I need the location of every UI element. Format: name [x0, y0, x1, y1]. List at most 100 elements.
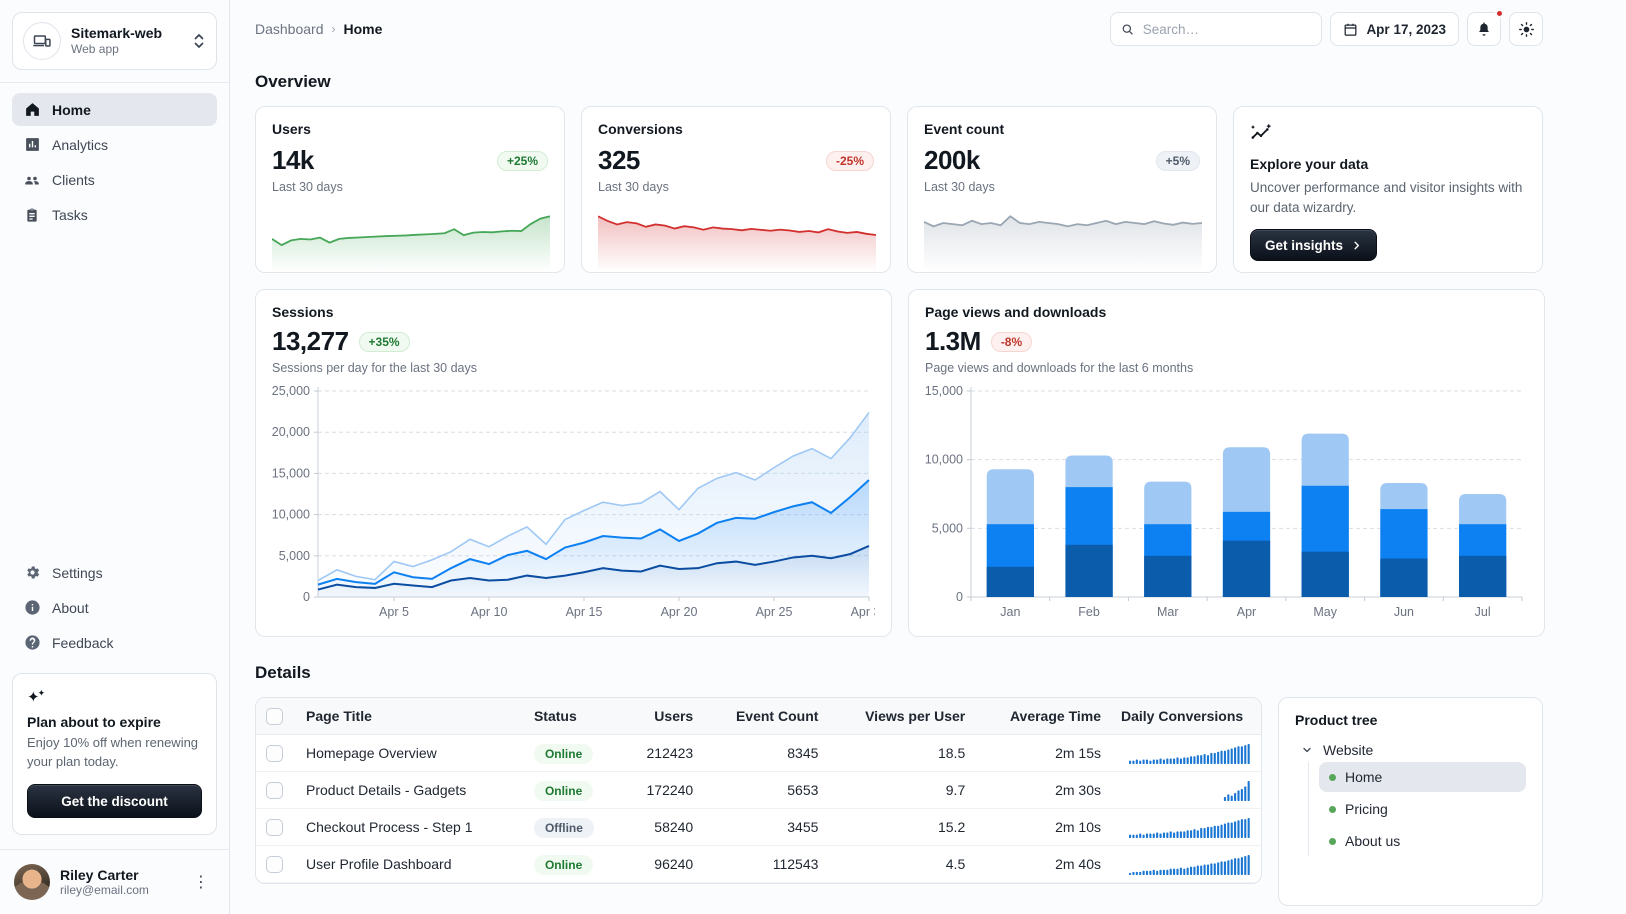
tree-item-label: About us [1345, 833, 1401, 849]
user-menu-button[interactable]: ⋮ [193, 874, 209, 891]
details-heading: Details [255, 663, 311, 682]
status-dot-icon [1329, 837, 1336, 845]
column-header[interactable]: Daily Conversions [1111, 698, 1261, 735]
clipboard-icon [22, 207, 42, 223]
status-dot-icon [1329, 773, 1336, 781]
workspace-name: Sitemark-web [71, 24, 163, 41]
cell-event-count: 5653 [703, 771, 829, 809]
svg-text:Apr 15: Apr 15 [566, 605, 603, 619]
tree-item-pricing[interactable]: Pricing [1319, 794, 1526, 824]
stat-title: Conversions [598, 121, 683, 137]
column-header[interactable]: Status [523, 698, 622, 735]
stat-card-conversions[interactable]: Conversions 325 -25% Last 30 days [581, 106, 891, 273]
stat-card-users[interactable]: Users 14k +25% Last 30 days [255, 106, 565, 273]
cell-average-time: 2m 30s [975, 771, 1111, 809]
stat-subtitle: Last 30 days [598, 180, 669, 194]
tree-node-website[interactable]: Website [1301, 742, 1526, 758]
product-tree-card: Product tree Website Home Pricing [1278, 697, 1543, 906]
table-row[interactable]: Product Details - Gadgets Online 172240 … [256, 771, 1261, 809]
primary-nav: Home Analytics Clients Tasks [12, 93, 217, 231]
tree-children: Home Pricing About us [1308, 762, 1526, 856]
sidebar-item-home[interactable]: Home [12, 93, 217, 126]
notifications-button[interactable] [1467, 9, 1504, 46]
help-icon [22, 634, 42, 651]
row-checkbox[interactable] [266, 855, 283, 873]
analytics-icon [22, 136, 42, 153]
svg-text:15,000: 15,000 [272, 466, 310, 480]
stat-value: 14k [272, 145, 314, 175]
daily-conversions-sparkline [1223, 780, 1250, 801]
sidebar-item-tasks[interactable]: Tasks [12, 199, 217, 231]
date-picker-button[interactable]: Apr 17, 2023 [1330, 12, 1459, 46]
row-checkbox[interactable] [266, 744, 283, 762]
svg-text:Apr 20: Apr 20 [661, 605, 698, 619]
table-row[interactable]: Checkout Process - Step 1 Offline 58240 … [256, 808, 1261, 846]
column-header[interactable]: Users [621, 698, 704, 735]
sessions-chart-card: Sessions 13,277 +35% Sessions per day fo… [255, 289, 892, 637]
stat-title: Event count [924, 121, 1005, 137]
svg-text:Apr 25: Apr 25 [756, 605, 793, 619]
users-sparkline-chart [272, 215, 550, 272]
cell-event-count: 112543 [703, 845, 829, 883]
select-all-checkbox[interactable] [266, 707, 283, 725]
sidebar-item-about[interactable]: About [12, 591, 217, 624]
column-header[interactable]: Average Time [975, 698, 1111, 735]
svg-text:Jun: Jun [1394, 605, 1414, 619]
stat-card-event-count[interactable]: Event count 200k +5% Last 30 days [907, 106, 1217, 273]
trend-badge: -25% [825, 150, 874, 171]
svg-text:Jul: Jul [1475, 605, 1491, 619]
sidebar-item-clients[interactable]: Clients [12, 163, 217, 197]
sun-icon [1518, 21, 1534, 37]
overview-heading: Overview [255, 72, 331, 91]
cell-users: 96240 [621, 845, 704, 883]
get-insights-label: Get insights [1265, 237, 1344, 253]
stat-subtitle: Last 30 days [924, 180, 995, 194]
people-icon [22, 171, 42, 189]
table-row[interactable]: Homepage Overview Online 212423 8345 18.… [256, 734, 1261, 772]
column-header[interactable]: Views per User [828, 698, 976, 735]
sidebar-item-analytics[interactable]: Analytics [12, 128, 217, 161]
sidebar-item-label: Feedback [52, 634, 114, 651]
svg-text:Jan: Jan [1000, 605, 1020, 619]
cell-views-per-user: 18.5 [828, 734, 976, 772]
row-checkbox[interactable] [266, 781, 283, 799]
sidebar-item-settings[interactable]: Settings [12, 556, 217, 589]
svg-text:Apr 5: Apr 5 [379, 605, 409, 619]
sidebar-item-label: Clients [52, 172, 95, 188]
stat-subtitle: Last 30 days [272, 180, 343, 194]
cell-page-title: Product Details - Gadgets [296, 771, 524, 809]
column-header[interactable]: Page Title [296, 698, 524, 735]
chart-title: Page views and downloads [925, 304, 1107, 320]
svg-text:Apr 10: Apr 10 [471, 605, 508, 619]
svg-text:Mar: Mar [1157, 605, 1179, 619]
product-tree-title: Product tree [1295, 712, 1378, 728]
sidebar-item-label: About [52, 599, 89, 616]
daily-conversions-sparkline [1129, 854, 1250, 875]
cell-page-title: Homepage Overview [296, 734, 524, 772]
column-header[interactable]: Event Count [703, 698, 829, 735]
user-email: riley@email.com [60, 883, 149, 898]
trend-badge: +25% [496, 150, 548, 171]
explore-data-card: Explore your data Uncover performance an… [1233, 106, 1543, 273]
trend-badge: +35% [358, 331, 410, 352]
cell-average-time: 2m 40s [975, 845, 1111, 883]
get-insights-button[interactable]: Get insights [1250, 229, 1378, 262]
cell-views-per-user: 9.7 [828, 771, 976, 809]
breadcrumb-dashboard[interactable]: Dashboard [255, 21, 324, 37]
svg-text:Apr: Apr [1237, 605, 1256, 619]
sidebar-item-feedback[interactable]: Feedback [12, 626, 217, 659]
workspace-selector[interactable]: Sitemark-web Web app [12, 12, 217, 70]
search-input[interactable] [1142, 21, 1312, 37]
get-discount-button[interactable]: Get the discount [27, 784, 202, 818]
theme-toggle-button[interactable] [1509, 12, 1543, 46]
row-checkbox[interactable] [266, 818, 283, 836]
svg-text:5,000: 5,000 [279, 549, 310, 563]
table-row[interactable]: User Profile Dashboard Online 96240 1125… [256, 845, 1261, 883]
stats-grid: Users 14k +25% Last 30 days Conversions … [255, 106, 1543, 273]
events-sparkline-chart [924, 215, 1202, 272]
charts-grid: Sessions 13,277 +35% Sessions per day fo… [255, 289, 1545, 637]
conversions-sparkline-chart [598, 215, 876, 272]
tree-item-about-us[interactable]: About us [1319, 826, 1526, 856]
tree-item-home[interactable]: Home [1319, 762, 1526, 792]
